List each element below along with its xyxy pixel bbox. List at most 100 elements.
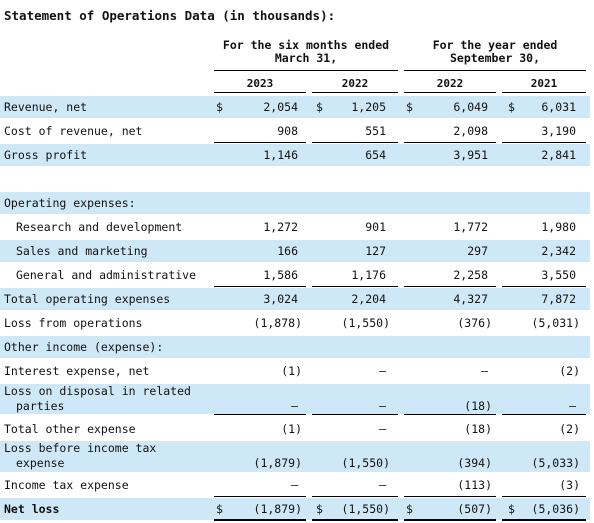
year-rule-4 — [502, 92, 586, 93]
table-title: Statement of Operations Data (in thousan… — [4, 8, 336, 23]
value-cell: — — [291, 478, 298, 492]
six-months-header-rule — [214, 70, 398, 71]
table-row-research-development: Research and development 1,272 901 1,772… — [0, 216, 590, 238]
value-cell: 1,980 — [541, 220, 576, 234]
value-cell: — — [379, 478, 386, 492]
value-cell: (18) — [464, 422, 492, 436]
value-cell: 2,342 — [541, 244, 576, 258]
value-cell: 1,586 — [263, 268, 298, 282]
table-row-spacer — [0, 168, 590, 190]
table-row-loss-from-operations: Loss from operations (1,878) (1,550) (37… — [0, 312, 590, 334]
row-label: Net loss — [4, 502, 60, 516]
value-cell: — — [291, 399, 298, 413]
value-cell: 654 — [365, 148, 386, 162]
value-cell: (18) — [464, 399, 492, 413]
row-label-line2: parties — [16, 399, 65, 413]
table-row-total-operating-expenses: Total operating expenses 3,024 2,204 4,3… — [0, 288, 590, 310]
value-cell: (1,879) — [253, 502, 302, 516]
value-cell: 7,872 — [541, 292, 576, 306]
value-cell: (3) — [559, 478, 580, 492]
currency-symbol: $ — [406, 502, 413, 516]
year-col-3: 2022 — [436, 77, 464, 90]
subtotal-rule — [214, 414, 306, 415]
value-cell: 551 — [365, 124, 386, 138]
subtotal-rule — [214, 496, 306, 497]
currency-symbol: $ — [316, 100, 323, 114]
value-cell: 1,772 — [453, 220, 488, 234]
value-cell: (2) — [559, 364, 580, 378]
value-cell: (5,031) — [531, 316, 580, 330]
table-row-interest-expense: Interest expense, net (1) — — (2) — [0, 360, 590, 382]
table-row-revenue: Revenue, net $ 2,054 $ 1,205 $ 6,049 $ 6… — [0, 96, 590, 118]
year-rule-2 — [312, 92, 398, 93]
value-cell: (1,550) — [341, 316, 390, 330]
subtotal-rule — [312, 286, 398, 287]
table-row-loss-before-tax: Loss before income tax expense (1,879) (… — [0, 441, 590, 472]
value-cell: (113) — [457, 478, 492, 492]
subtotal-rule — [404, 496, 496, 497]
row-label-line2: expense — [16, 456, 65, 470]
currency-symbol: $ — [406, 100, 413, 114]
row-label: Gross profit — [4, 148, 88, 162]
value-cell: (394) — [457, 456, 492, 470]
subtotal-rule — [312, 414, 398, 415]
year-col-2: 2022 — [341, 77, 369, 90]
year-header-line2: September 30, — [449, 51, 540, 65]
year-rule-3 — [404, 92, 496, 93]
subtotal-rule — [502, 286, 586, 287]
table-row-general-administrative: General and administrative 1,586 1,176 2… — [0, 264, 590, 286]
value-cell: 1,272 — [263, 220, 298, 234]
table-row-cost-of-revenue: Cost of revenue, net 908 551 2,098 3,190 — [0, 120, 590, 142]
value-cell: — — [569, 399, 576, 413]
row-label: Research and development — [16, 220, 183, 234]
total-double-rule — [214, 519, 306, 521]
row-label: Income tax expense — [4, 478, 129, 492]
six-months-header: For the six months ended March 31, — [214, 39, 398, 65]
subtotal-rule — [404, 414, 496, 415]
currency-symbol: $ — [316, 502, 323, 516]
value-cell: 2,054 — [263, 100, 298, 114]
value-cell: — — [379, 422, 386, 436]
row-label: Sales and marketing — [16, 244, 148, 258]
value-cell: (1,550) — [341, 456, 390, 470]
row-label: Interest expense, net — [4, 364, 150, 378]
year-col-1: 2023 — [246, 77, 274, 90]
currency-symbol: $ — [216, 502, 223, 516]
row-label: Other income (expense): — [4, 340, 164, 354]
value-cell: 1,146 — [263, 148, 298, 162]
value-cell: 2,098 — [453, 124, 488, 138]
total-double-rule — [404, 519, 496, 521]
table-row-operating-expenses-heading: Operating expenses: — [0, 192, 590, 214]
subtotal-rule — [214, 142, 306, 143]
value-cell: 3,550 — [541, 268, 576, 282]
subtotal-rule — [404, 142, 496, 143]
table-row-gross-profit: Gross profit 1,146 654 3,951 2,841 — [0, 144, 590, 166]
table-row-net-loss: Net loss $ (1,879) $ (1,550) $ (507) $ (… — [0, 498, 590, 520]
total-double-rule — [312, 519, 398, 521]
value-cell: — — [379, 399, 386, 413]
currency-symbol: $ — [508, 502, 515, 516]
row-label: Total operating expenses — [4, 292, 171, 306]
row-label: Operating expenses: — [4, 196, 136, 210]
value-cell: 2,204 — [351, 292, 386, 306]
value-cell: 3,024 — [263, 292, 298, 306]
value-cell: — — [481, 364, 488, 378]
row-label: Cost of revenue, net — [4, 124, 143, 138]
value-cell: 3,951 — [453, 148, 488, 162]
value-cell: (1,878) — [253, 316, 302, 330]
total-double-rule — [502, 519, 586, 521]
value-cell: 908 — [277, 124, 298, 138]
table-row-other-income-heading: Other income (expense): — [0, 336, 590, 358]
value-cell: (1,879) — [253, 456, 302, 470]
value-cell: 166 — [277, 244, 298, 258]
year-header-rule — [404, 70, 586, 71]
value-cell: 6,031 — [541, 100, 576, 114]
row-label: Total other expense — [4, 422, 136, 436]
year-header-line1: For the year ended — [432, 38, 558, 52]
subtotal-rule — [502, 142, 586, 143]
currency-symbol: $ — [216, 100, 223, 114]
table-row-income-tax-expense: Income tax expense — — (113) (3) — [0, 474, 590, 496]
year-header: For the year ended September 30, — [404, 39, 586, 65]
value-cell: (2) — [559, 422, 580, 436]
